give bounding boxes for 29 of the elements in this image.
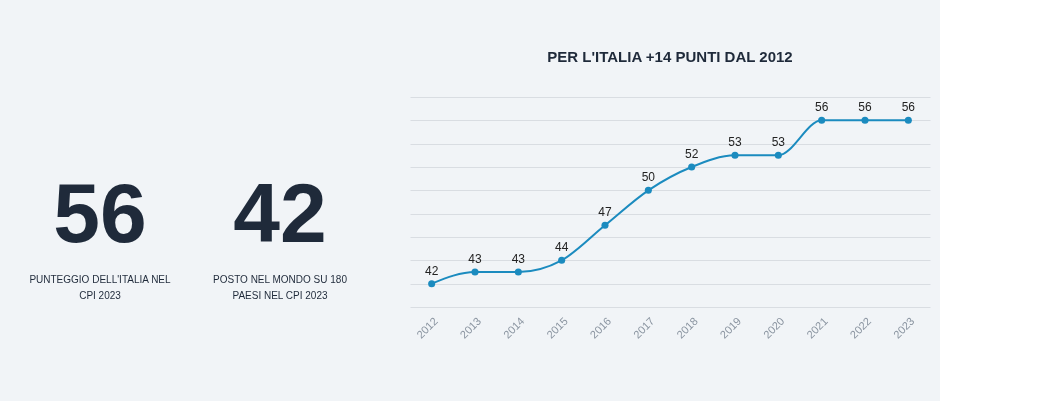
chart-title: PER L'ITALIA +14 PUNTI DAL 2012: [547, 48, 793, 65]
data-label: 56: [814, 100, 829, 115]
data-label: 43: [511, 252, 526, 266]
point: [904, 116, 912, 124]
point: [601, 221, 609, 229]
data-label: 52: [684, 147, 699, 161]
point: [818, 116, 826, 124]
point: [428, 280, 436, 288]
point: [688, 163, 696, 171]
text: POSTO NEL MONDO SU 180 PAESI NEL CPI 2023: [213, 274, 348, 301]
text: PUNTEGGIO DELL'ITALIA NEL CPI 2023: [29, 274, 172, 301]
point: [644, 186, 652, 194]
data-label: 53: [771, 135, 786, 150]
point: [558, 256, 566, 264]
data-label: 47: [598, 205, 612, 220]
data-label: 56: [858, 100, 872, 115]
point: [731, 151, 739, 159]
data-label: 43: [468, 252, 482, 266]
text: 42: [233, 166, 327, 260]
point: [471, 268, 479, 276]
data-label: 53: [728, 135, 742, 150]
data-label: 42: [424, 263, 439, 278]
point: [774, 151, 782, 159]
data-label: 44: [554, 240, 569, 255]
point: [514, 268, 522, 276]
data-label: 50: [641, 170, 656, 185]
data-label: 56: [901, 100, 916, 115]
text: 56: [53, 166, 147, 260]
point: [861, 116, 869, 124]
